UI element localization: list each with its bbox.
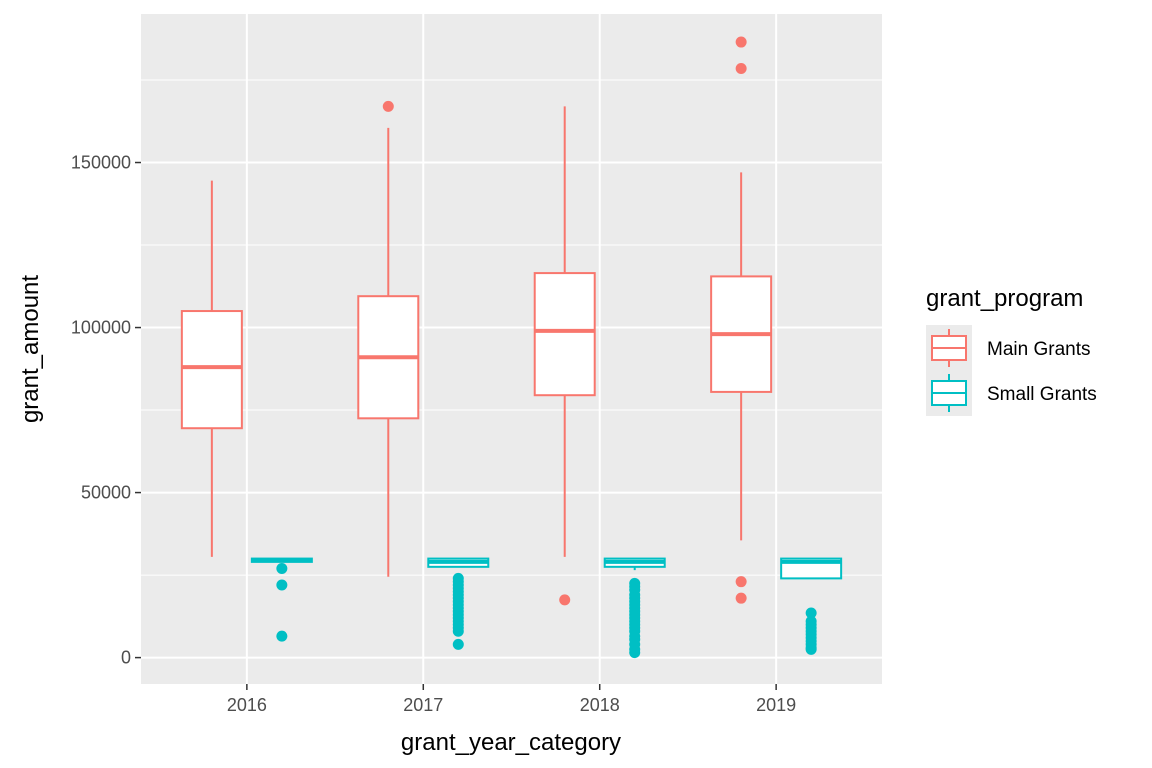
outlier-point [452, 638, 464, 650]
outlier-point [805, 643, 817, 655]
legend-title: grant_program [926, 285, 1083, 312]
box [533, 272, 596, 397]
legend-label-main-grants: Main Grants [987, 339, 1090, 360]
x-tick-label: 2016 [227, 695, 267, 715]
x-axis-title: grant_year_category [401, 729, 621, 756]
y-tick-label: 0 [121, 648, 131, 668]
y-tick-label: 50000 [81, 483, 131, 503]
boxes [180, 36, 843, 659]
legend: grant_program Main Grants Small Grants [926, 285, 1097, 416]
outlier-point [735, 592, 747, 604]
outlier-point [276, 630, 288, 642]
y-tick-label: 100000 [71, 318, 131, 338]
outlier-point [735, 36, 747, 48]
outlier-point [735, 62, 747, 74]
y-axis-title: grant_amount [17, 275, 44, 423]
x-axis: 2016 2017 2018 2019 [227, 684, 796, 715]
x-tick-label: 2017 [403, 695, 443, 715]
outlier-point [629, 647, 641, 659]
outlier-point [805, 607, 817, 619]
x-tick-label: 2018 [580, 695, 620, 715]
outlier-point [559, 594, 571, 606]
y-axis: 0 50000 100000 150000 [71, 153, 141, 668]
legend-label-small-grants: Small Grants [987, 384, 1097, 405]
outlier-point [276, 562, 288, 574]
outlier-point [452, 625, 464, 637]
x-tick-label: 2019 [756, 695, 796, 715]
box [180, 310, 243, 430]
outlier-point [382, 100, 394, 112]
grid-minor [141, 79, 882, 576]
y-tick-label: 150000 [71, 153, 131, 173]
outlier-point [276, 579, 288, 591]
outlier-point [735, 576, 747, 588]
